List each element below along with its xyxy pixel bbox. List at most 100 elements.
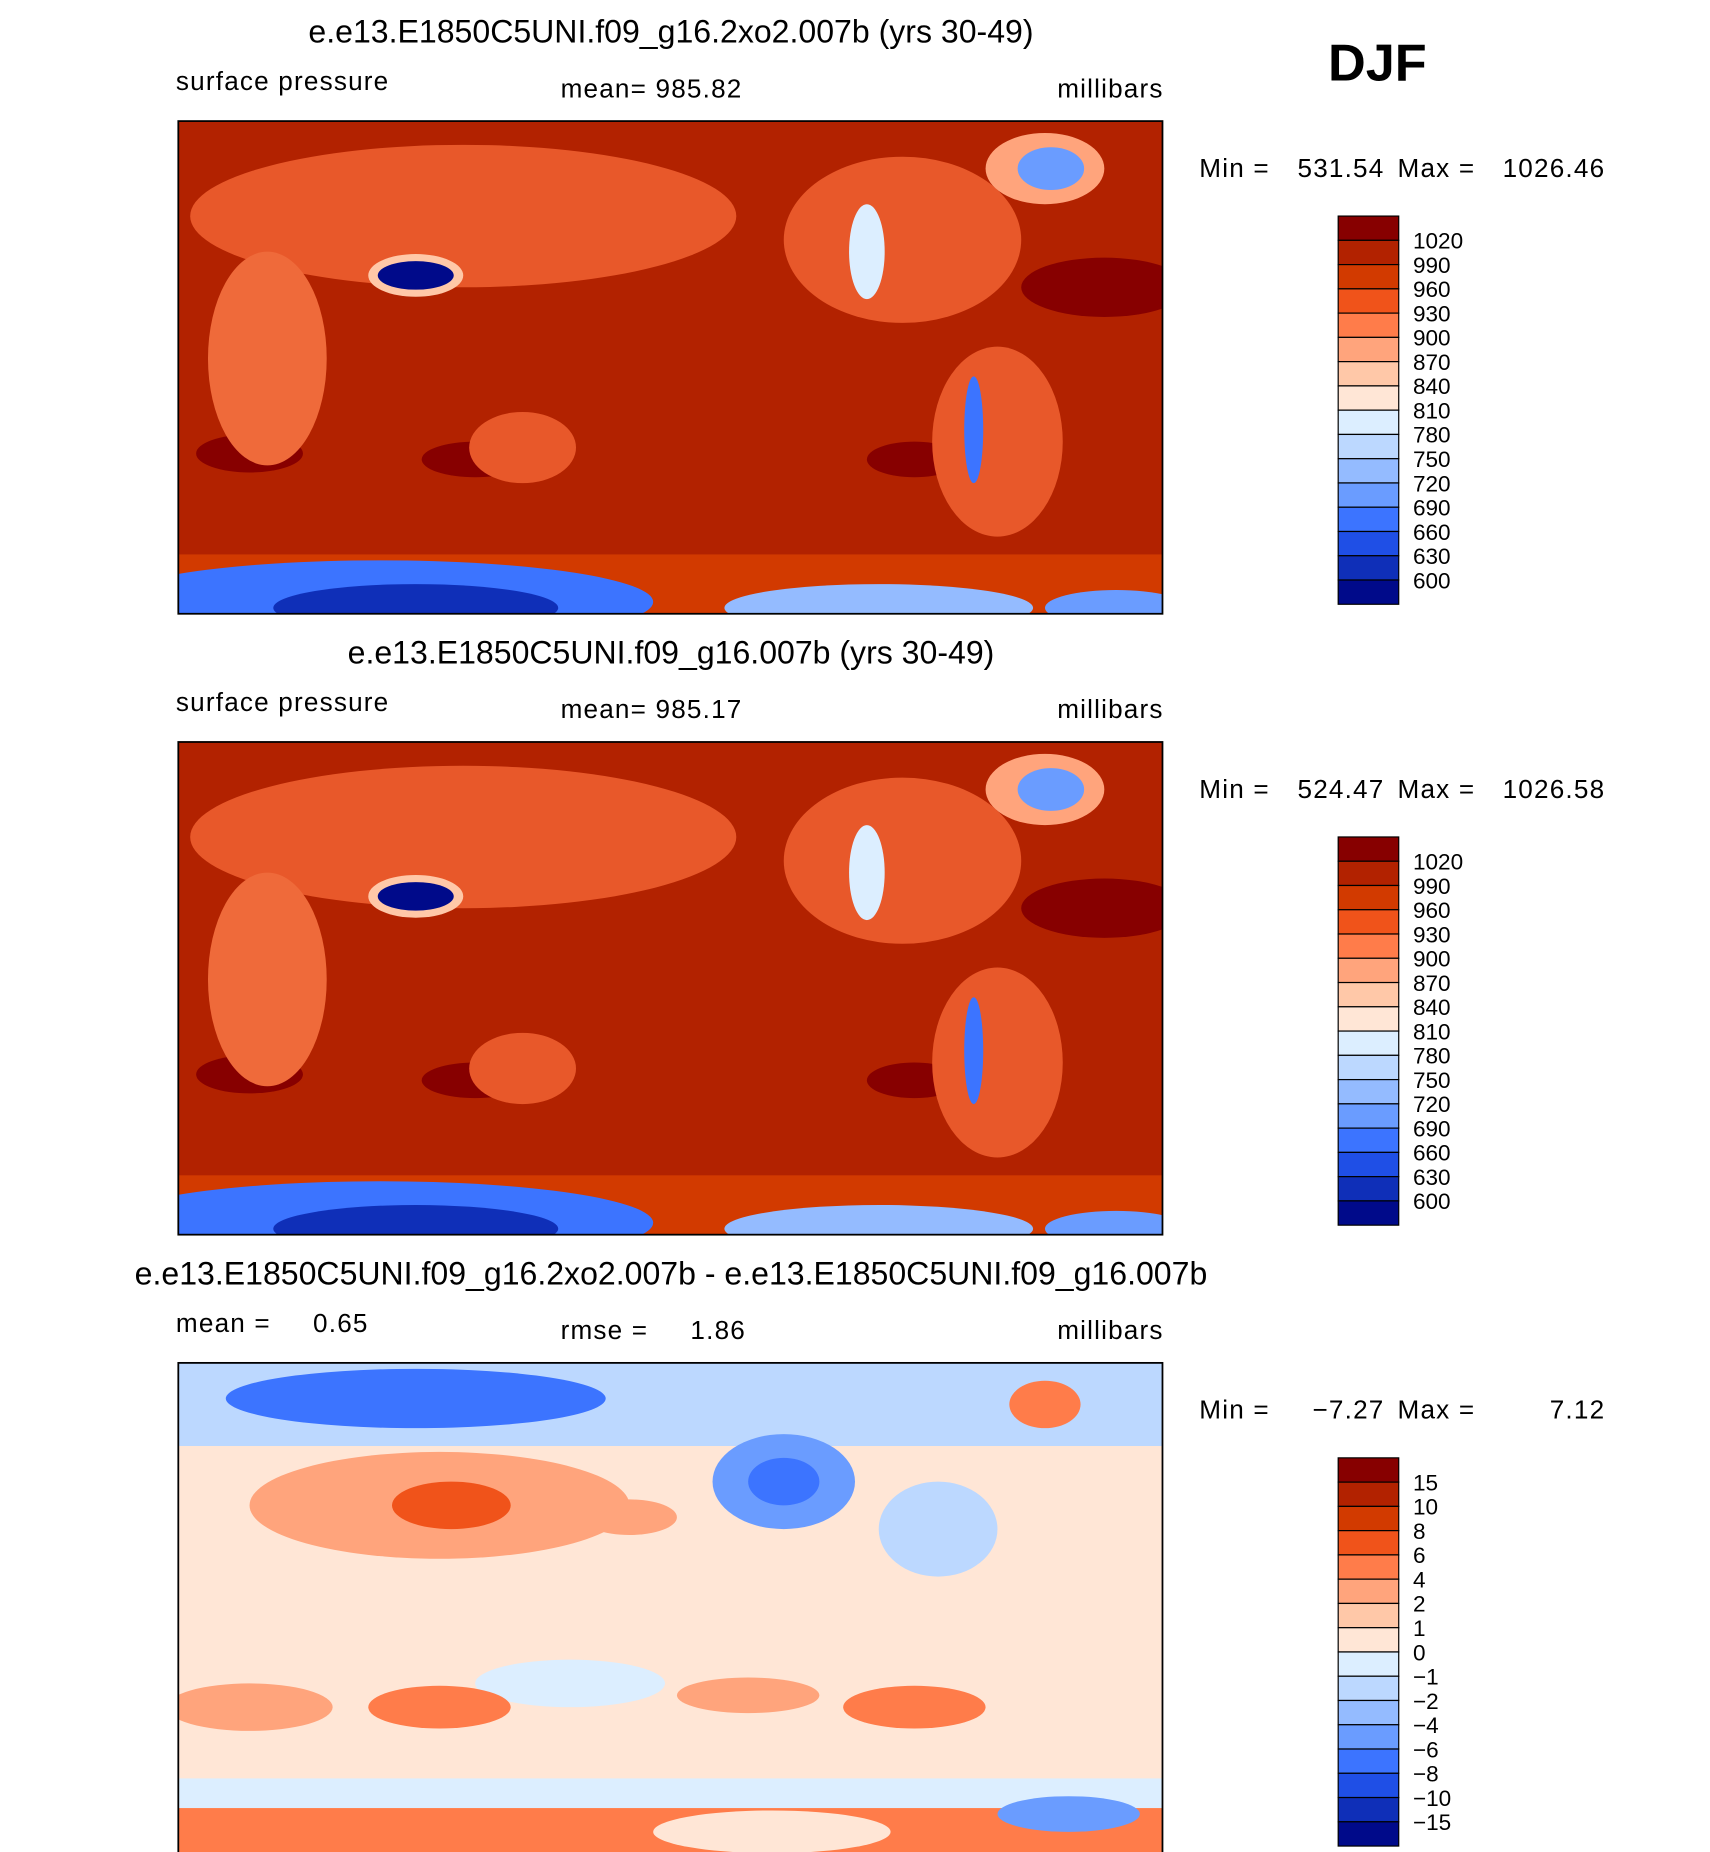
left-label: surface pressure [176,687,389,717]
map-field [1021,257,1163,317]
map-frame [177,1361,1164,1852]
map-frame [177,120,1164,615]
colorbar-label: 1020 [1413,850,1463,875]
map-field [783,777,1022,944]
colorbar-box [1337,1675,1400,1702]
colorbar-label: 6 [1413,1543,1426,1568]
center-label: mean= 985.82 [561,73,743,103]
colorbar-label: 810 [1413,398,1451,423]
colorbar-box [1337,836,1400,862]
colorbar-box [1337,884,1400,911]
colorbar-label: 10 [1413,1495,1438,1520]
colorbar-label: 930 [1413,301,1451,326]
colorbar-box [1337,215,1400,241]
colorbar-label: 990 [1413,253,1451,278]
colorbar-label: 750 [1413,447,1451,472]
map-field [724,1204,1034,1235]
panel: e.e13.E1850C5UNI.f09_g16.2xo2.007b - e.e… [135,1256,1606,1852]
map-field [368,1685,511,1729]
colorbar-label: −1 [1413,1665,1439,1690]
colorbar-box [1337,1054,1400,1081]
map-field [932,346,1063,537]
max-value: 7.12 [1550,1395,1606,1425]
colorbar-box [1337,385,1400,411]
colorbar-label: −6 [1413,1737,1439,1762]
max-value: 1026.58 [1503,774,1606,804]
max-label: Max = [1398,153,1476,183]
min-label: Min = [1199,1395,1270,1425]
colorbar-label: 600 [1413,1189,1451,1214]
colorbar-label: 990 [1413,874,1451,899]
colorbar-box [1337,957,1400,984]
map-field [653,1810,891,1852]
colorbar-label: 840 [1413,995,1451,1020]
colorbar-label: 660 [1413,1141,1451,1166]
colorbar-label: 870 [1413,971,1451,996]
colorbar-label: 630 [1413,1165,1451,1190]
map-field [207,872,327,1087]
colorbar-box [1337,336,1400,363]
colorbar-label: 630 [1413,544,1451,569]
colorbar-label: 900 [1413,326,1451,351]
colorbar-box [1337,1627,1400,1653]
colorbar-box [1337,1821,1400,1847]
colorbar-label: −8 [1413,1762,1439,1787]
min-value: 524.47 [1297,774,1384,804]
map-field [475,1659,666,1708]
map-field [190,765,737,909]
map-field [932,967,1063,1158]
map-field [469,411,577,484]
map-field [849,204,885,300]
map-field [469,1032,577,1105]
map [178,741,1163,1235]
map-field [377,882,454,911]
colorbar-box [1337,433,1400,460]
colorbar-box [1337,1457,1400,1483]
colorbar-box [1337,1602,1400,1629]
colorbar-label: 870 [1413,350,1451,375]
units-label: millibars [1057,1315,1163,1345]
colorbar-box [1337,1127,1400,1153]
colorbar-box [1337,482,1400,508]
map-field [783,156,1022,323]
colorbar-label: 690 [1413,496,1451,521]
map-field [724,584,1034,614]
colorbar-label: 8 [1413,1519,1426,1544]
colorbar-box [1337,409,1400,436]
map-field [964,997,984,1105]
units-label: millibars [1057,694,1163,724]
colorbar-label: 840 [1413,374,1451,399]
colorbar-label: 1 [1413,1616,1426,1641]
min-label: Min = [1199,153,1270,183]
map-frame [177,741,1164,1236]
colorbar-label: 750 [1413,1068,1451,1093]
colorbar-box [1337,1006,1400,1032]
colorbar-label: 810 [1413,1019,1451,1044]
min-value: −7.27 [1312,1395,1384,1425]
map-field [997,1796,1140,1832]
colorbar-label: 930 [1413,922,1451,947]
colorbar-label: 0 [1413,1640,1426,1665]
colorbar-label: 2 [1413,1592,1426,1617]
colorbar-box [1337,1796,1400,1823]
colorbar-label: 960 [1413,898,1451,923]
map-field [964,376,984,484]
colorbar-box [1337,1554,1400,1580]
left-label: mean = 0.65 [176,1308,369,1338]
colorbar-label: 720 [1413,1092,1451,1117]
colorbar-box [1337,1772,1400,1799]
map-field [1044,590,1163,614]
map-field [225,1368,606,1429]
colorbar-label: 600 [1413,568,1451,593]
colorbar-label: 720 [1413,471,1451,496]
center-label: mean= 985.17 [561,694,743,724]
units-label: millibars [1057,73,1163,103]
colorbar-label: 660 [1413,520,1451,545]
map-field [178,1778,1163,1809]
colorbar-box [1337,1651,1400,1677]
map-field [273,584,559,614]
colorbar-box [1337,933,1400,959]
colorbar-box [1337,312,1400,338]
colorbar-box [1337,1724,1400,1750]
